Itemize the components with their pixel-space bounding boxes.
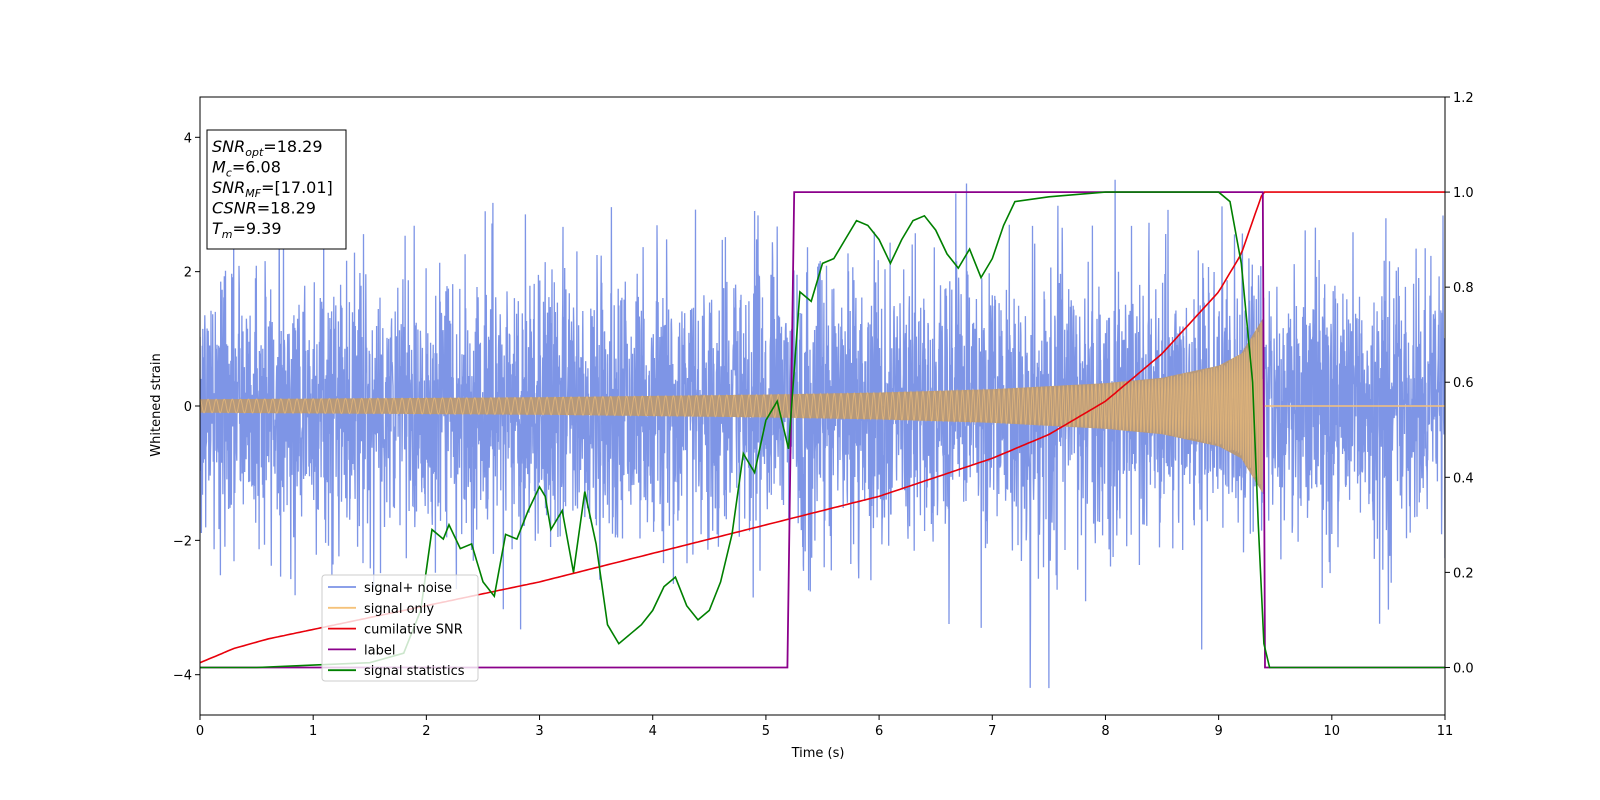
annotation-subscript: c <box>226 167 232 180</box>
x-tick-label: 8 <box>1101 724 1109 739</box>
x-tick-label: 7 <box>988 724 996 739</box>
legend-label: signal only <box>364 602 434 617</box>
x-tick-label: 3 <box>535 724 543 739</box>
series-signal-only-band <box>200 318 1263 494</box>
annotation-line: Tm=9.39 <box>212 219 282 241</box>
annotation-box: SNRopt=18.29Mc=6.08SNRMF=[17.01]CSNR=18.… <box>206 129 347 250</box>
x-tick-label: 10 <box>1324 724 1341 739</box>
annotation-subscript: MF <box>245 187 261 200</box>
y2-tick-label: 0.4 <box>1453 471 1474 486</box>
legend-label: signal+ noise <box>364 581 452 596</box>
y2-tick-label: 0.0 <box>1453 661 1474 676</box>
annotation-value: =6.08 <box>232 158 281 177</box>
annotation-line: SNRopt=18.29 <box>212 137 323 159</box>
legend: signal+ noise signal only cumilative SNR la… <box>321 574 479 682</box>
x-tick-label: 9 <box>1214 724 1222 739</box>
annotation-symbol: T <box>212 219 223 238</box>
legend-label: cumilative SNR <box>364 623 463 638</box>
annotation-symbol: SNR <box>212 137 245 156</box>
y-tick-label: −4 <box>173 669 192 684</box>
x-tick-label: 2 <box>422 724 430 739</box>
annotation-subscript: opt <box>245 146 264 159</box>
series-signal-only-line <box>200 322 1264 492</box>
y2-tick-label: 1.2 <box>1453 91 1474 106</box>
y-tick-label: −2 <box>173 534 192 549</box>
x-tick-label: 4 <box>649 724 657 739</box>
y-axis-label: Whitened strain <box>149 353 164 456</box>
annotation-box-frame <box>206 129 347 250</box>
annotation-value: =9.39 <box>233 219 282 238</box>
y-tick-label: 2 <box>184 266 192 281</box>
y2-tick-label: 0.2 <box>1453 566 1474 581</box>
x-axis-label: Time (s) <box>791 746 845 761</box>
y2-tick-label: 0.8 <box>1453 281 1474 296</box>
y-tick-label: 0 <box>184 400 192 415</box>
annotation-value: =18.29 <box>257 199 316 218</box>
annotation-subscript: m <box>222 228 233 241</box>
annotation-value: =18.29 <box>263 137 322 156</box>
x-tick-label: 11 <box>1437 724 1454 739</box>
annotation-symbol: SNR <box>212 178 245 197</box>
legend-frame <box>321 574 479 682</box>
x-tick-label: 5 <box>762 724 770 739</box>
axes: 0 1 2 3 4 5 6 7 8 9 10 11 −4 −2 0 2 4 0.0 0.2 0.4 0.6 0.8 1.0 1… <box>173 91 1474 739</box>
plot-area <box>200 179 1445 689</box>
annotation-value: =[17.01] <box>261 178 333 197</box>
annotation-line: CSNR=18.29 <box>212 199 316 218</box>
annotation-symbol: M <box>212 158 226 177</box>
legend-label: signal statistics <box>364 664 465 679</box>
series-signal-statistics-line <box>200 191 1445 669</box>
y-tick-label: 4 <box>184 131 192 146</box>
x-tick-label: 6 <box>875 724 883 739</box>
y2-tick-label: 1.0 <box>1453 186 1474 201</box>
x-tick-label: 1 <box>309 724 317 739</box>
series-group <box>200 179 1445 689</box>
x-tick-label: 0 <box>196 724 204 739</box>
annotation-line: SNRMF=[17.01] <box>212 178 333 200</box>
y2-tick-label: 0.6 <box>1453 376 1474 391</box>
legend-label: label <box>364 643 395 658</box>
annotation-symbol: CSNR <box>212 199 257 218</box>
annotation-line: Mc=6.08 <box>212 158 281 180</box>
